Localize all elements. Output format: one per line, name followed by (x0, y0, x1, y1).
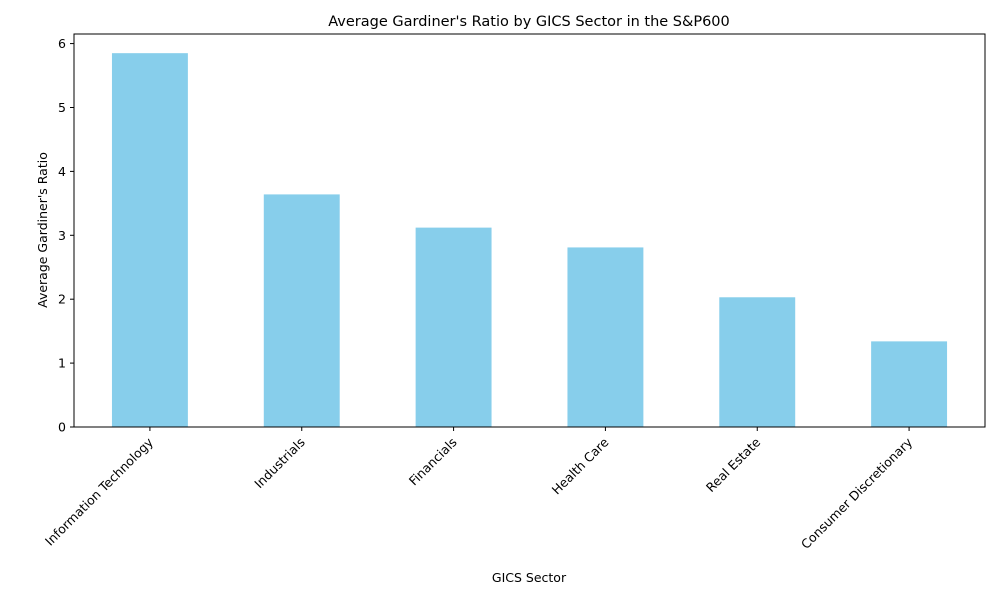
y-tick-label: 1 (58, 356, 66, 371)
plot-area: 0 1 2 3 4 5 6 Information Technology Industrials… (42, 36, 948, 552)
x-tick-label: Financials (406, 435, 460, 489)
y-tick-label: 0 (58, 420, 66, 435)
x-axis-label: GICS Sector (492, 570, 567, 585)
bar (263, 194, 340, 427)
x-tick-label: Real Estate (703, 434, 764, 495)
bar (871, 341, 948, 427)
bar (719, 297, 796, 427)
x-tick-label: Information Technology (42, 434, 157, 549)
y-tick-label: 3 (58, 228, 66, 243)
bar (415, 227, 492, 427)
y-tick-label: 4 (58, 164, 66, 179)
bar (567, 247, 644, 427)
x-tick-label: Health Care (549, 434, 612, 497)
bar (111, 53, 188, 428)
chart-title: Average Gardiner's Ratio by GICS Sector … (328, 14, 730, 30)
plot-frame (73, 33, 986, 428)
y-tick-label: 5 (58, 100, 66, 115)
y-tick-label: 6 (58, 36, 66, 51)
x-tick-label: Industrials (251, 435, 308, 492)
y-tick-label: 2 (58, 292, 66, 307)
x-tick-label: Consumer Discretionary (798, 434, 916, 552)
y-axis-label: Average Gardiner's Ratio (35, 152, 50, 308)
